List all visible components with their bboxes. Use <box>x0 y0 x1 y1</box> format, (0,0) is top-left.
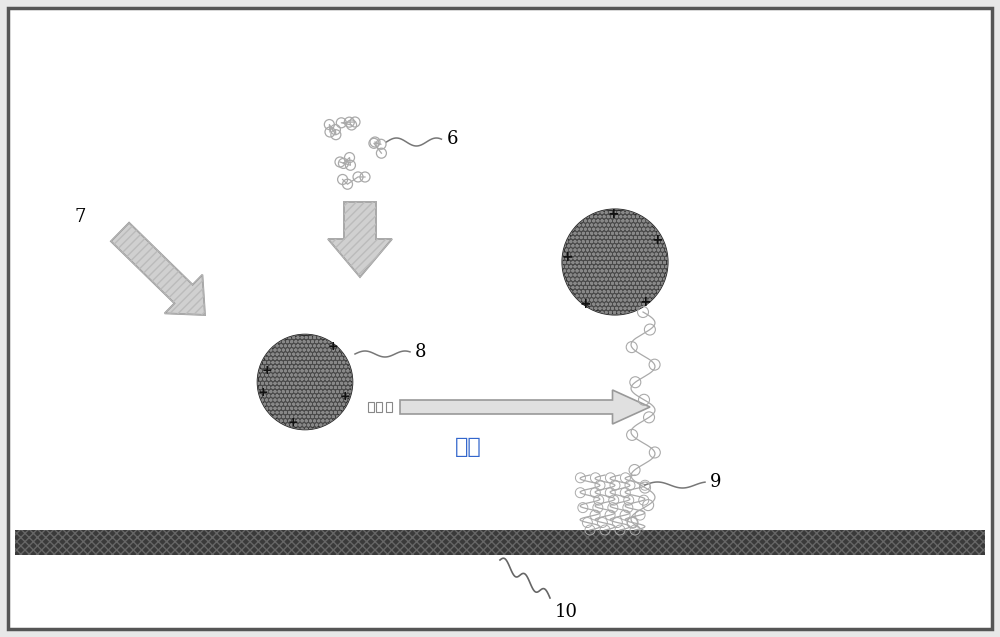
Text: +: + <box>561 250 573 264</box>
Text: 6: 6 <box>446 130 458 148</box>
Text: +: + <box>328 341 338 354</box>
Polygon shape <box>400 390 650 424</box>
Text: 8: 8 <box>415 343 426 361</box>
Text: +: + <box>607 207 619 221</box>
Text: 10: 10 <box>555 603 578 621</box>
Text: +: + <box>258 385 268 399</box>
Text: +: + <box>340 390 350 403</box>
Ellipse shape <box>258 335 352 429</box>
Text: 流动: 流动 <box>455 437 482 457</box>
Text: +: + <box>651 233 663 247</box>
Ellipse shape <box>562 210 668 315</box>
Bar <box>386 402 392 412</box>
Text: 7: 7 <box>75 208 86 226</box>
Bar <box>15 530 985 555</box>
Text: +: + <box>262 364 272 376</box>
Text: +: + <box>639 295 651 309</box>
Text: 9: 9 <box>710 473 722 491</box>
FancyBboxPatch shape <box>8 8 992 629</box>
Bar <box>368 402 374 412</box>
Bar <box>376 402 382 412</box>
Text: +: + <box>579 297 591 311</box>
Bar <box>15 530 985 555</box>
Polygon shape <box>328 202 392 277</box>
Polygon shape <box>111 223 205 315</box>
Text: +: + <box>288 415 298 429</box>
